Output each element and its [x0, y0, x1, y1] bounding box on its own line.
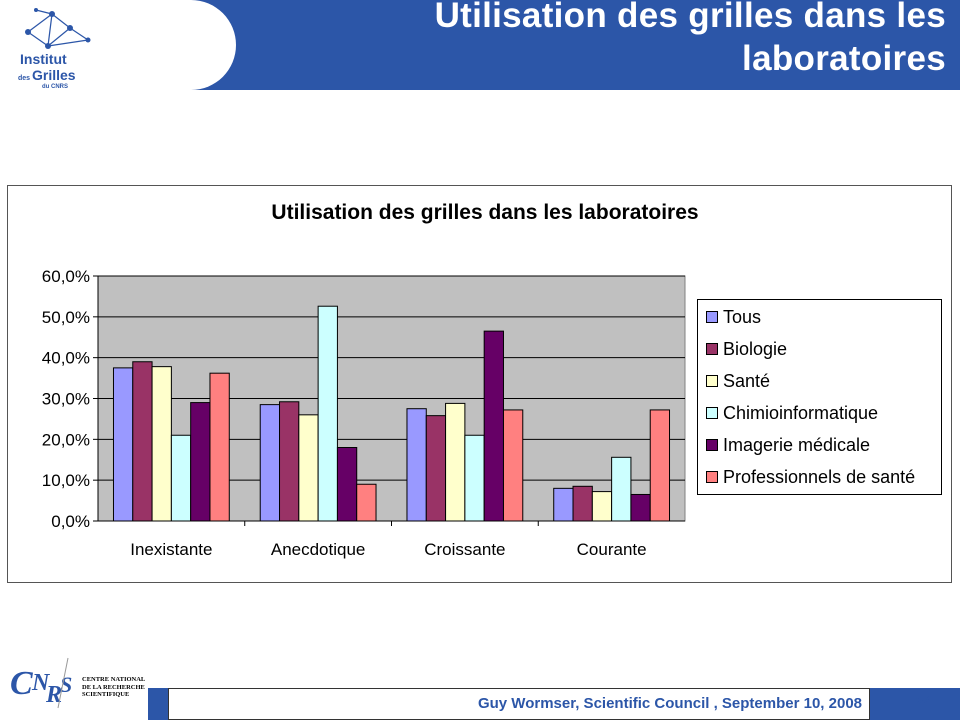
bar — [483, 330, 504, 522]
svg-text:R: R — [45, 682, 62, 708]
y-tick-label: 50,0% — [42, 308, 90, 327]
logo-line2b: Grilles — [32, 67, 76, 83]
legend-item: Imagerie médicale — [706, 433, 870, 457]
svg-text:C: C — [10, 665, 33, 702]
legend-swatch — [706, 311, 718, 323]
bar — [649, 409, 671, 522]
bar — [132, 361, 153, 522]
bar — [356, 483, 377, 522]
footer-text: Guy Wormser, Scientific Council , Septem… — [477, 695, 862, 712]
legend-label: Professionnels de santé — [723, 466, 916, 487]
y-tick-label: 30,0% — [42, 390, 90, 409]
legend-swatch — [706, 343, 718, 355]
bar — [298, 414, 319, 522]
bar — [112, 367, 134, 522]
x-tick-label: Courante — [577, 540, 647, 559]
logo-line2a: des — [18, 75, 30, 82]
legend-item: Santé — [706, 369, 770, 393]
chart-title: Utilisation des grilles dans les laborat… — [271, 201, 699, 224]
bar — [425, 415, 447, 522]
bar — [209, 372, 230, 522]
bar — [464, 434, 485, 522]
header-logo-area — [0, 0, 236, 90]
bar — [151, 366, 172, 522]
x-tick-label: Anecdotique — [271, 540, 366, 559]
bar — [259, 404, 281, 522]
footer-band-right — [870, 688, 960, 720]
legend-item: Chimioinformatique — [706, 401, 878, 425]
cnrs-logo: C N R S — [10, 657, 72, 709]
cnrs-line3: SCIENTIFIQUE — [82, 691, 130, 698]
legend-item: Professionnels de santé — [706, 465, 915, 489]
svg-text:N: N — [31, 670, 51, 696]
logo-line3: du CNRS — [42, 84, 68, 90]
legend-item: Biologie — [706, 337, 787, 361]
bar — [317, 305, 338, 522]
bar — [553, 487, 574, 522]
bar — [502, 409, 524, 522]
bar — [630, 493, 651, 522]
legend-label: Santé — [723, 370, 771, 391]
y-tick-label: 0,0% — [51, 512, 90, 531]
bar — [279, 401, 300, 522]
legend-label: Tous — [723, 306, 762, 327]
institut-grilles-logo: Institut des Grilles du CNRS — [18, 8, 91, 90]
bar — [190, 402, 211, 522]
svg-text:S: S — [60, 672, 72, 697]
bar — [170, 434, 192, 522]
y-tick-label: 20,0% — [42, 430, 90, 449]
x-tick-label: Croissante — [424, 540, 505, 559]
bar — [611, 456, 632, 522]
chart-legend: Tous Biologie Santé Chimioinformatique Image… — [697, 299, 942, 495]
legend-swatch — [706, 375, 718, 387]
footer-band-left — [148, 688, 168, 720]
cnrs-line2: DE LA RECHERCHE — [82, 683, 145, 691]
legend-label: Imagerie médicale — [723, 434, 871, 455]
page-number: 24 — [915, 693, 933, 710]
legend-item: Tous — [706, 305, 761, 329]
legend-label: Chimioinformatique — [723, 402, 879, 423]
logo-line1: Institut — [20, 51, 67, 67]
y-tick-label: 40,0% — [42, 349, 90, 368]
legend-label: Biologie — [723, 338, 788, 359]
cnrs-name: CENTRE NATIONAL DE LA RECHERCHE SCIENTIF… — [82, 676, 145, 699]
y-tick-label: 10,0% — [42, 471, 90, 490]
bar — [445, 402, 466, 522]
slide-title: Utilisation des grilles dans les laborat… — [434, 0, 946, 78]
bar — [591, 491, 613, 522]
cnrs-line1: CENTRE NATIONAL — [82, 676, 146, 683]
legend-swatch — [706, 439, 718, 451]
y-tick-label: 60,0% — [42, 267, 90, 286]
bar — [406, 408, 427, 522]
bar — [572, 485, 593, 522]
bar — [336, 447, 358, 522]
legend-swatch — [706, 407, 718, 419]
legend-swatch — [706, 471, 718, 483]
x-tick-label: Inexistante — [130, 540, 212, 559]
